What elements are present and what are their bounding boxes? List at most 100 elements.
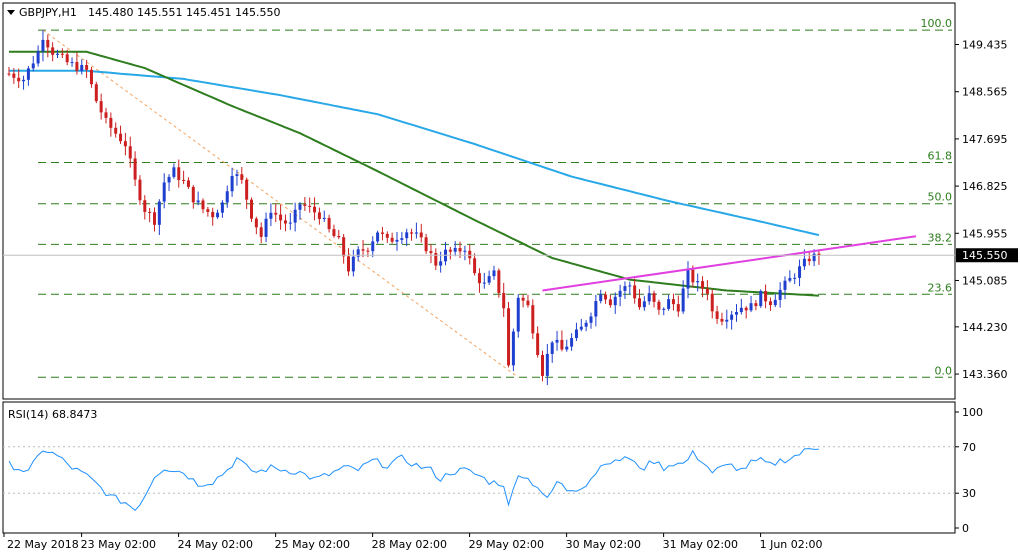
last-price-marker: 145.550 <box>3 248 1018 263</box>
candle-body <box>7 73 11 75</box>
candle-body <box>85 65 89 70</box>
price-tick-label: 145.085 <box>962 274 1008 287</box>
candle-body <box>579 326 583 330</box>
candle-body <box>99 101 103 113</box>
candle-body <box>807 258 811 262</box>
candle-body <box>628 285 632 287</box>
chart-header: GBPJPY,H1 145.480 145.551 145.451 145.55… <box>7 6 280 19</box>
candle-body <box>109 117 113 128</box>
time-tick-label: 28 May 02:00 <box>372 538 447 551</box>
rsi-tick-label: 30 <box>962 487 976 500</box>
candle-body <box>177 167 181 180</box>
candle-body <box>288 222 292 224</box>
candle-body <box>419 232 423 238</box>
candle-body <box>623 286 627 291</box>
candle-body <box>400 238 404 240</box>
candle-body <box>434 253 438 266</box>
candle-body <box>410 232 414 234</box>
fib-level-label: 23.6 <box>928 281 953 294</box>
candle-body <box>550 342 554 354</box>
candle-body <box>560 339 564 350</box>
fib-level-label: 38.2 <box>928 231 953 244</box>
candle-body <box>545 353 549 376</box>
candle-body <box>245 179 249 200</box>
candle-body <box>424 237 428 252</box>
fib-level-label: 100.0 <box>921 17 953 30</box>
candle-body <box>250 199 253 219</box>
time-tick-label: 31 May 02:00 <box>663 538 738 551</box>
candle-body <box>279 214 283 221</box>
candle-body <box>768 301 772 306</box>
candle-body <box>216 212 220 218</box>
candle-body <box>773 299 777 306</box>
candle-body <box>162 182 166 202</box>
candle-body <box>468 250 472 259</box>
time-tick-label: 29 May 02:00 <box>469 538 544 551</box>
candle-body <box>201 200 205 210</box>
rsi-pane <box>2 401 956 534</box>
candle-body <box>332 229 336 236</box>
candle-body <box>157 201 161 225</box>
dropdown-triangle-icon[interactable] <box>7 10 15 15</box>
candle-body <box>254 218 258 228</box>
candle-body <box>298 204 302 210</box>
candle-body <box>313 206 317 213</box>
price-tick-label: 144.230 <box>962 321 1008 334</box>
candle-body <box>662 308 666 310</box>
candle-body <box>342 237 346 257</box>
candle-body <box>730 314 734 320</box>
candle-body <box>482 282 486 284</box>
time-tick-label: 1 Jun 02:00 <box>760 538 823 551</box>
candle-body <box>647 293 651 302</box>
candle-body <box>735 312 738 315</box>
candle-body <box>705 288 709 294</box>
candle-body <box>812 253 816 262</box>
overlay-lines <box>542 235 917 292</box>
candle-body <box>429 251 433 254</box>
last-price-box <box>956 248 1018 263</box>
trendline <box>542 235 917 292</box>
candle-body <box>701 281 705 289</box>
candle-body <box>652 293 656 302</box>
candle-body <box>463 250 467 252</box>
candle-body <box>536 333 540 356</box>
candle-body <box>75 62 79 71</box>
candle-body <box>148 211 152 213</box>
candle-body <box>293 209 297 223</box>
candle-body <box>681 288 685 312</box>
candle-body <box>322 217 326 219</box>
price-tick-label: 149.435 <box>962 38 1008 51</box>
price-tick-label: 148.565 <box>962 86 1008 99</box>
candle-body <box>395 239 399 242</box>
price-axis: 149.435 148.565 147.695 146.825 145.955 145.0… <box>955 38 1008 381</box>
fib-level-label: 50.0 <box>928 191 953 204</box>
candle-body <box>565 346 569 350</box>
candle-body <box>555 339 559 343</box>
candle-body <box>696 281 700 283</box>
candle-body <box>94 84 98 102</box>
candle-body <box>351 256 355 272</box>
symbol-label: GBPJPY,H1 <box>19 6 77 19</box>
candle-body <box>414 232 418 234</box>
candle-body <box>211 211 215 218</box>
candle-body <box>303 204 307 206</box>
price-tick-label: 146.825 <box>962 180 1008 193</box>
price-pane <box>2 2 956 400</box>
candle-body <box>46 39 50 48</box>
candle-body <box>686 269 690 289</box>
candle-body <box>458 248 462 252</box>
candle-body <box>778 289 782 300</box>
candle-body <box>541 355 544 376</box>
candle-body <box>230 175 234 192</box>
candle-body <box>317 212 321 219</box>
candle-body <box>128 146 132 159</box>
candle-body <box>259 227 263 237</box>
candle-body <box>240 174 244 180</box>
candle-body <box>31 63 35 69</box>
candle-body <box>749 303 753 311</box>
candle-body <box>167 176 171 183</box>
candle-body <box>744 307 748 311</box>
price-tick-label: 147.695 <box>962 133 1008 146</box>
candle-body <box>720 318 724 322</box>
candle-body <box>220 202 224 213</box>
